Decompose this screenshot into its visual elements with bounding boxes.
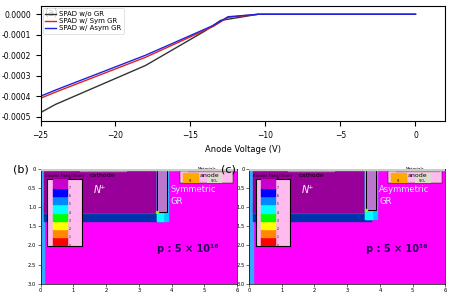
Text: N⁺: N⁺: [302, 185, 314, 195]
SPAD w/ Asym GR: [143, 53, 148, 57]
Text: anode: anode: [408, 173, 427, 178]
SPAD w/o GR: [413, 13, 418, 16]
Bar: [45, 190, 161, 196]
SPAD w/o GR: [143, 64, 148, 67]
Bar: [158, 169, 167, 212]
SPAD w/ Asym GR: [225, 15, 231, 19]
Bar: [396, 169, 439, 171]
Bar: [366, 170, 375, 210]
Bar: [365, 169, 372, 219]
SPAD w/o GR: [218, 19, 223, 22]
Text: cathode: cathode: [90, 173, 116, 178]
Text: p : 5 × 10¹⁶: p : 5 × 10¹⁶: [157, 244, 219, 254]
SPAD w/ Sym GR: [413, 13, 418, 16]
Bar: [45, 213, 162, 221]
Text: p : 5 × 10¹⁶: p : 5 × 10¹⁶: [365, 244, 427, 254]
Bar: [249, 169, 253, 284]
Bar: [188, 169, 230, 171]
Text: anode: anode: [199, 173, 219, 178]
Bar: [253, 169, 366, 212]
Bar: [157, 169, 163, 221]
Line: SPAD w/ Sym GR: SPAD w/ Sym GR: [40, 14, 415, 98]
Bar: [40, 169, 45, 284]
SPAD w/ Asym GR: [255, 13, 261, 16]
Text: Symmetric: Symmetric: [171, 185, 216, 195]
SPAD w/o GR: [255, 13, 261, 16]
SPAD w/o GR: [203, 29, 208, 33]
Bar: [157, 169, 168, 221]
Bar: [249, 169, 446, 170]
SPAD w/o GR: [53, 102, 58, 106]
SPAD w/ Sym GR: [225, 16, 231, 19]
Bar: [80, 169, 126, 171]
Text: N⁺: N⁺: [93, 185, 106, 195]
SPAD w/ Asym GR: [210, 24, 216, 27]
Bar: [45, 186, 156, 190]
Legend: SPAD w/o GR, SPAD w/ Sym GR, SPAD w/ Asym GR: SPAD w/o GR, SPAD w/ Sym GR, SPAD w/ Asy…: [43, 8, 124, 34]
Text: (b): (b): [13, 164, 29, 174]
Bar: [253, 204, 371, 213]
Bar: [45, 204, 162, 213]
Text: (a): (a): [45, 7, 58, 17]
Bar: [288, 169, 334, 171]
X-axis label: Anode Voltage (V): Anode Voltage (V): [205, 145, 281, 154]
Bar: [45, 196, 162, 204]
Line: SPAD w/ Asym GR: SPAD w/ Asym GR: [40, 14, 415, 96]
SPAD w/o GR: [38, 111, 43, 114]
SPAD w/ Asym GR: [413, 13, 418, 16]
SPAD w/ Sym GR: [143, 56, 148, 59]
SPAD w/ Asym GR: [53, 88, 58, 92]
Bar: [253, 190, 369, 196]
Text: cathode: cathode: [298, 173, 324, 178]
Bar: [40, 169, 237, 170]
SPAD w/ Sym GR: [210, 25, 216, 28]
SPAD w/ Asym GR: [38, 94, 43, 98]
SPAD w/ Sym GR: [53, 90, 58, 94]
Text: GR: GR: [379, 197, 392, 206]
Text: (c): (c): [221, 164, 236, 174]
Bar: [253, 213, 371, 221]
SPAD w/ Sym GR: [255, 13, 261, 16]
Bar: [45, 169, 158, 212]
Bar: [253, 186, 364, 190]
SPAD w/ Sym GR: [38, 96, 43, 100]
Bar: [158, 170, 167, 212]
Bar: [365, 169, 377, 219]
Bar: [253, 196, 371, 204]
Text: Asymmetric: Asymmetric: [379, 185, 430, 195]
Text: GR: GR: [171, 197, 183, 206]
Line: SPAD w/o GR: SPAD w/o GR: [40, 14, 415, 113]
Bar: [366, 169, 376, 210]
